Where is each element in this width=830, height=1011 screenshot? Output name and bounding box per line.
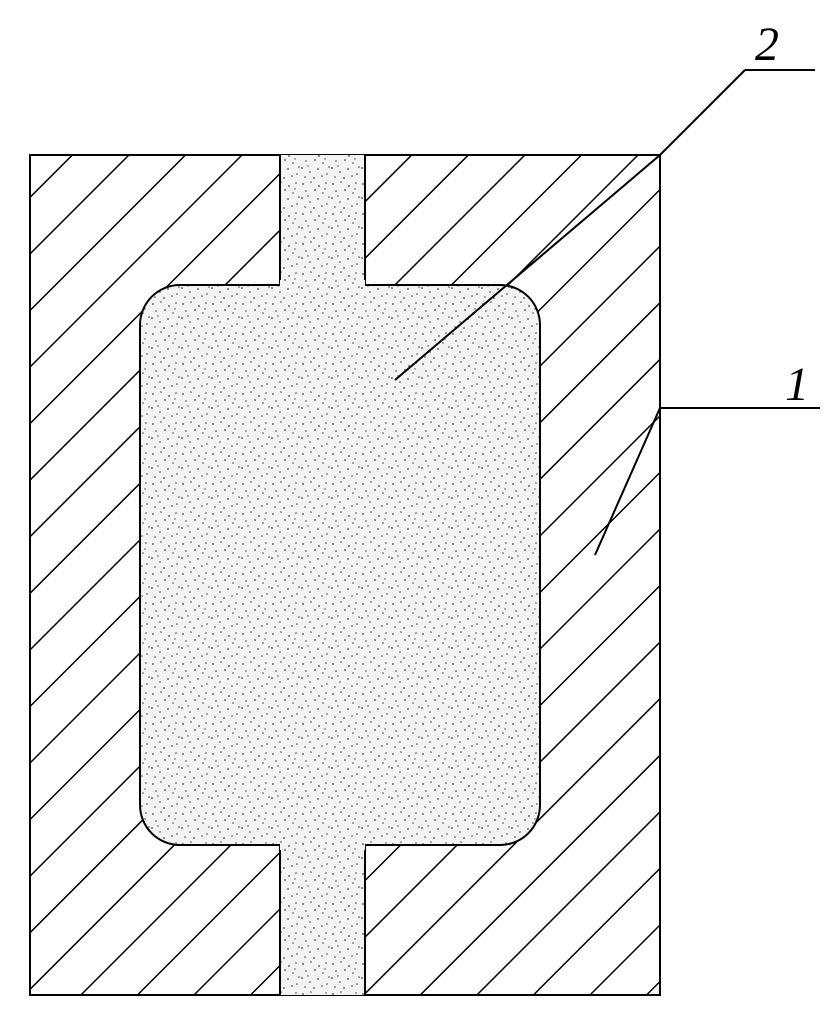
bottom-duct xyxy=(280,843,365,995)
diagram-canvas: 2 1 xyxy=(0,0,830,1011)
callout-2-label: 2 xyxy=(755,18,779,71)
inner-cavity xyxy=(140,285,540,845)
top-duct xyxy=(280,155,365,287)
callout-1-label: 1 xyxy=(785,358,809,411)
